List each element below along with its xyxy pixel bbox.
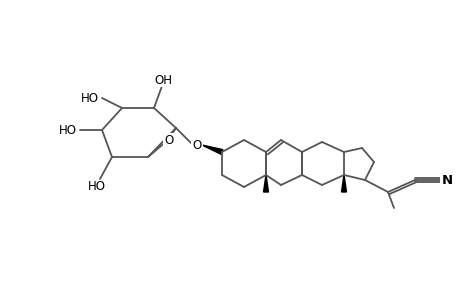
Text: HO: HO [88,181,106,194]
Text: HO: HO [81,92,99,104]
Text: HO: HO [59,124,77,136]
Text: OH: OH [154,74,172,86]
Text: O: O [192,139,201,152]
Text: HO: HO [59,124,77,136]
Text: O: O [192,139,201,152]
Text: HO: HO [88,181,106,194]
Text: HO: HO [81,92,99,104]
Text: N: N [441,173,452,187]
Text: OH: OH [154,74,172,86]
Text: O: O [164,134,173,146]
Text: N: N [441,173,452,187]
Polygon shape [341,175,346,192]
Polygon shape [263,175,268,192]
Text: O: O [164,134,173,146]
Polygon shape [202,145,222,154]
